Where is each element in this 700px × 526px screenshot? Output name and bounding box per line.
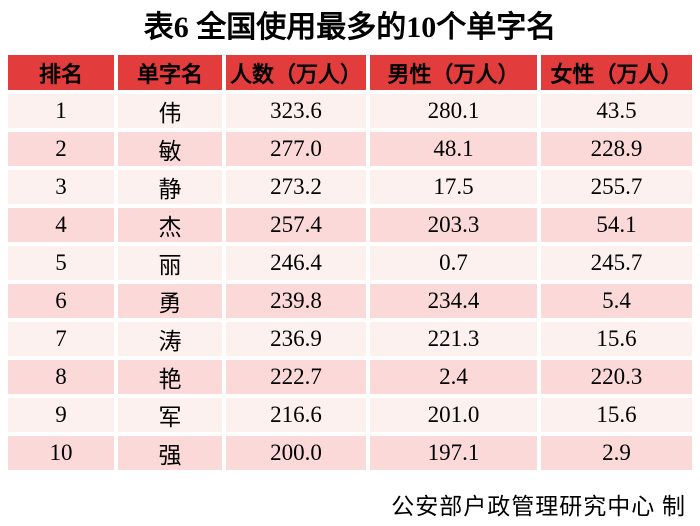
single-character-names-table: 排名 单字名 人数（万人） 男性（万人） 女性（万人） 1 伟 323.6 280.1… (4, 51, 696, 474)
cell-total: 222.7 (226, 360, 366, 394)
cell-rank: 5 (8, 246, 114, 280)
cell-total: 239.8 (226, 284, 366, 318)
table-row: 4 杰 257.4 203.3 54.1 (8, 208, 692, 242)
header-name: 单字名 (118, 55, 222, 90)
table-row: 6 勇 239.8 234.4 5.4 (8, 284, 692, 318)
table-body: 1 伟 323.6 280.1 43.5 2 敏 277.0 48.1 228.9 3 静 273.2 1… (8, 94, 692, 470)
header-rank: 排名 (8, 55, 114, 90)
cell-name: 伟 (118, 94, 222, 128)
cell-total: 236.9 (226, 322, 366, 356)
cell-name: 杰 (118, 208, 222, 242)
cell-female: 245.7 (541, 246, 692, 280)
table-row: 1 伟 323.6 280.1 43.5 (8, 94, 692, 128)
table-row: 5 丽 246.4 0.7 245.7 (8, 246, 692, 280)
cell-total: 277.0 (226, 132, 366, 166)
cell-name: 强 (118, 436, 222, 470)
cell-rank: 8 (8, 360, 114, 394)
cell-total: 200.0 (226, 436, 366, 470)
cell-rank: 2 (8, 132, 114, 166)
cell-rank: 3 (8, 170, 114, 204)
table-row: 3 静 273.2 17.5 255.7 (8, 170, 692, 204)
cell-male: 203.3 (370, 208, 537, 242)
header-row: 排名 单字名 人数（万人） 男性（万人） 女性（万人） (8, 55, 692, 90)
cell-name: 静 (118, 170, 222, 204)
cell-male: 201.0 (370, 398, 537, 432)
cell-female: 2.9 (541, 436, 692, 470)
table-row: 2 敏 277.0 48.1 228.9 (8, 132, 692, 166)
table-row: 7 涛 236.9 221.3 15.6 (8, 322, 692, 356)
cell-female: 54.1 (541, 208, 692, 242)
source-note: 公安部户政管理研究中心 制 (391, 494, 686, 519)
cell-male: 0.7 (370, 246, 537, 280)
cell-name: 敏 (118, 132, 222, 166)
header-female: 女性（万人） (541, 55, 692, 90)
cell-rank: 6 (8, 284, 114, 318)
cell-name: 艳 (118, 360, 222, 394)
table-row: 9 军 216.6 201.0 15.6 (8, 398, 692, 432)
cell-total: 246.4 (226, 246, 366, 280)
cell-female: 228.9 (541, 132, 692, 166)
cell-female: 220.3 (541, 360, 692, 394)
cell-male: 234.4 (370, 284, 537, 318)
cell-female: 5.4 (541, 284, 692, 318)
cell-total: 273.2 (226, 170, 366, 204)
cell-male: 2.4 (370, 360, 537, 394)
cell-rank: 1 (8, 94, 114, 128)
cell-male: 197.1 (370, 436, 537, 470)
cell-name: 军 (118, 398, 222, 432)
table-row: 8 艳 222.7 2.4 220.3 (8, 360, 692, 394)
cell-name: 涛 (118, 322, 222, 356)
cell-rank: 10 (8, 436, 114, 470)
cell-male: 280.1 (370, 94, 537, 128)
table-title: 表6 全国使用最多的10个单字名 (143, 11, 557, 44)
cell-name: 勇 (118, 284, 222, 318)
header-total: 人数（万人） (226, 55, 366, 90)
cell-total: 216.6 (226, 398, 366, 432)
cell-male: 17.5 (370, 170, 537, 204)
table-row: 10 强 200.0 197.1 2.9 (8, 436, 692, 470)
cell-female: 43.5 (541, 94, 692, 128)
cell-rank: 4 (8, 208, 114, 242)
cell-female: 255.7 (541, 170, 692, 204)
cell-male: 221.3 (370, 322, 537, 356)
cell-total: 323.6 (226, 94, 366, 128)
cell-total: 257.4 (226, 208, 366, 242)
cell-rank: 9 (8, 398, 114, 432)
cell-rank: 7 (8, 322, 114, 356)
cell-female: 15.6 (541, 322, 692, 356)
cell-female: 15.6 (541, 398, 692, 432)
cell-name: 丽 (118, 246, 222, 280)
header-male: 男性（万人） (370, 55, 537, 90)
cell-male: 48.1 (370, 132, 537, 166)
